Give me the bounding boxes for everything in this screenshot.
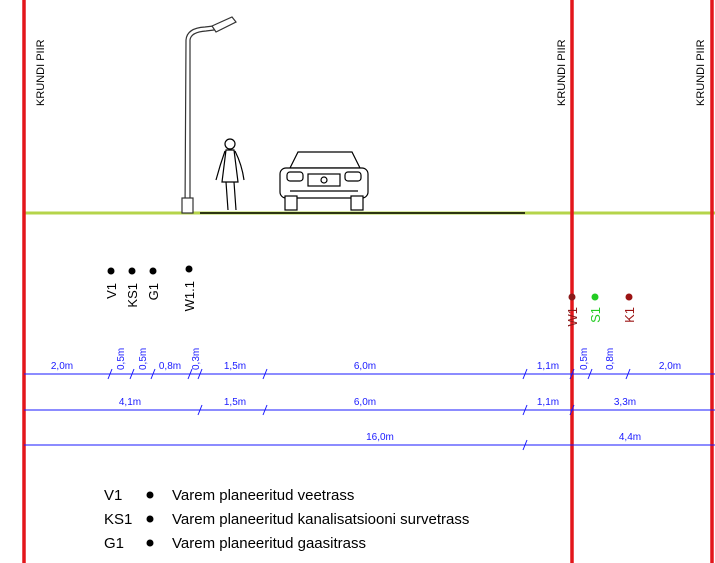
dimension-tick bbox=[150, 368, 156, 380]
dimension-label: 1,1m bbox=[537, 361, 559, 372]
dimension-tick bbox=[262, 368, 268, 380]
dimension-label: 0,5m bbox=[138, 348, 149, 370]
legend-text: Varem planeeritud gaasitrass bbox=[172, 535, 366, 552]
boundary-label: KRUNDI PIIR bbox=[556, 39, 568, 106]
dimension-label: 1,5m bbox=[224, 397, 246, 408]
dimension-label: 16,0m bbox=[366, 432, 394, 443]
utility-label: S1 bbox=[588, 307, 603, 323]
dimension-tick bbox=[522, 439, 528, 451]
pedestrian bbox=[215, 138, 245, 211]
utility-label: KS1 bbox=[125, 283, 140, 308]
dimension-tick bbox=[129, 368, 135, 380]
boundary-label: KRUNDI PIIR bbox=[35, 39, 47, 106]
dimension-tick bbox=[187, 368, 193, 380]
dimension-tick bbox=[197, 368, 203, 380]
dimension-label: 3,3m bbox=[614, 397, 636, 408]
dimension-tick bbox=[569, 404, 575, 416]
dimension-tick bbox=[625, 368, 631, 380]
dimension-labels: 2,0m 0,5m 0,5m 0,8m 0,3m 1,5m 6,0m 1,1m 0,5m 0,8m… bbox=[51, 348, 681, 443]
dimension-label: 4,4m bbox=[619, 432, 641, 443]
dimension-tick bbox=[569, 368, 575, 380]
dimension-tick bbox=[107, 368, 113, 380]
dimension-label: 1,1m bbox=[537, 397, 559, 408]
legend-text: Varem planeeritud veetrass bbox=[172, 487, 354, 504]
utility-dots bbox=[107, 265, 633, 301]
dimension-label: 0,5m bbox=[579, 348, 590, 370]
legend-code: G1 bbox=[104, 535, 124, 552]
utility-label: G1 bbox=[146, 283, 161, 300]
dimension-label: 6,0m bbox=[354, 361, 376, 372]
dimension-tick bbox=[522, 404, 528, 416]
street-lamp bbox=[181, 16, 237, 214]
dimension-tick bbox=[197, 404, 203, 416]
boundary-label: KRUNDI PIIR bbox=[695, 39, 707, 106]
dimension-lines bbox=[24, 373, 715, 446]
utility-label: W1.1 bbox=[182, 281, 197, 311]
legend-text: Varem planeeritud kanalisatsiooni survet… bbox=[172, 511, 469, 528]
dimension-tick bbox=[587, 368, 593, 380]
dimension-ticks bbox=[107, 368, 631, 451]
dimension-label: 1,5m bbox=[224, 361, 246, 372]
boundary-lines bbox=[22, 0, 714, 563]
dimension-label: 6,0m bbox=[354, 397, 376, 408]
utility-label: K1 bbox=[622, 307, 637, 323]
dimension-label: 2,0m bbox=[659, 361, 681, 372]
dimension-tick bbox=[522, 368, 528, 380]
dimension-label: 2,0m bbox=[51, 361, 73, 372]
legend: V1 Varem planeeritud veetrass KS1 Varem … bbox=[104, 487, 469, 552]
dimension-label: 0,8m bbox=[605, 348, 616, 370]
utility-label: W1 bbox=[565, 307, 580, 327]
dimension-label: 0,5m bbox=[116, 348, 127, 370]
dimension-label: 0,8m bbox=[159, 361, 181, 372]
dimension-tick bbox=[262, 404, 268, 416]
dimension-label: 0,3m bbox=[191, 348, 202, 370]
dimension-label: 4,1m bbox=[119, 397, 141, 408]
car bbox=[279, 151, 369, 211]
utility-label: V1 bbox=[104, 283, 119, 299]
legend-code: V1 bbox=[104, 487, 122, 504]
legend-code: KS1 bbox=[104, 511, 132, 528]
